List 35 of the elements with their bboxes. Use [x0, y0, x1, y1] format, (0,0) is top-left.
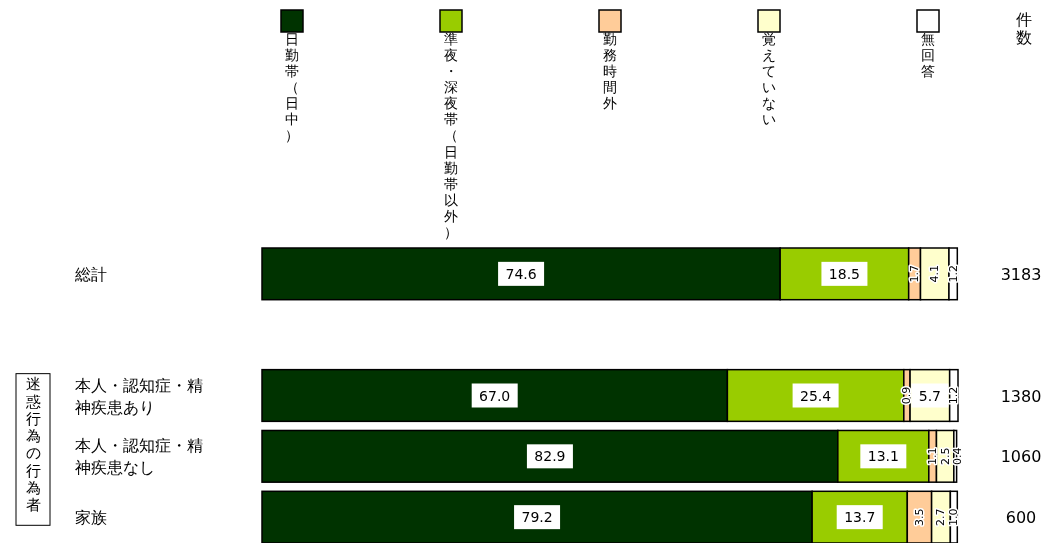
text: 3183: [1000, 264, 1042, 284]
y-tick-label: 本人・認知症・精神疾患あり: [75, 375, 203, 416]
data-label: 1.7: [908, 265, 922, 283]
y-tick-label: 総計: [74, 264, 107, 284]
data-label: 2.7: [934, 508, 948, 526]
data-label: 1.2: [947, 386, 961, 405]
text: 600: [1005, 508, 1037, 528]
data-label: 3.5: [912, 508, 926, 526]
data-label: 13.7: [844, 509, 876, 526]
data-label: 0.9: [900, 386, 914, 405]
text: 件数: [1016, 9, 1032, 48]
data-label: 74.6: [505, 265, 537, 282]
data-label: 25.4: [800, 387, 832, 404]
data-label: 1.1: [926, 447, 940, 466]
text: 1380: [1000, 386, 1042, 406]
data-label: 5.7: [918, 387, 941, 404]
data-label: 0.4: [950, 447, 964, 466]
y-axis-title: 迷惑行為の行為者: [24, 375, 41, 515]
data-label: 67.0: [479, 387, 511, 404]
data-label: 2.5: [938, 447, 952, 466]
data-label: 82.9: [534, 448, 566, 465]
data-label: 4.1: [928, 265, 942, 283]
legend-label: 勤務時間外: [603, 30, 617, 112]
y-tick-label: 家族: [75, 507, 107, 527]
legend-label: 無回答: [921, 30, 935, 80]
text: 1060: [1000, 447, 1042, 467]
y-tick-label: 本人・認知症・精神疾患なし: [75, 435, 203, 477]
data-label: 1.0: [947, 508, 961, 526]
data-label: 79.2: [521, 509, 553, 526]
data-label: 18.5: [828, 265, 861, 282]
data-label: 13.1: [867, 448, 899, 465]
legend-label: 覚えていない: [762, 30, 776, 128]
data-label: 1.2: [946, 265, 960, 283]
text: 準夜・深夜帯（日勤帯以外）: [444, 30, 458, 241]
legend-label: 日勤帯（日中）: [285, 30, 299, 144]
